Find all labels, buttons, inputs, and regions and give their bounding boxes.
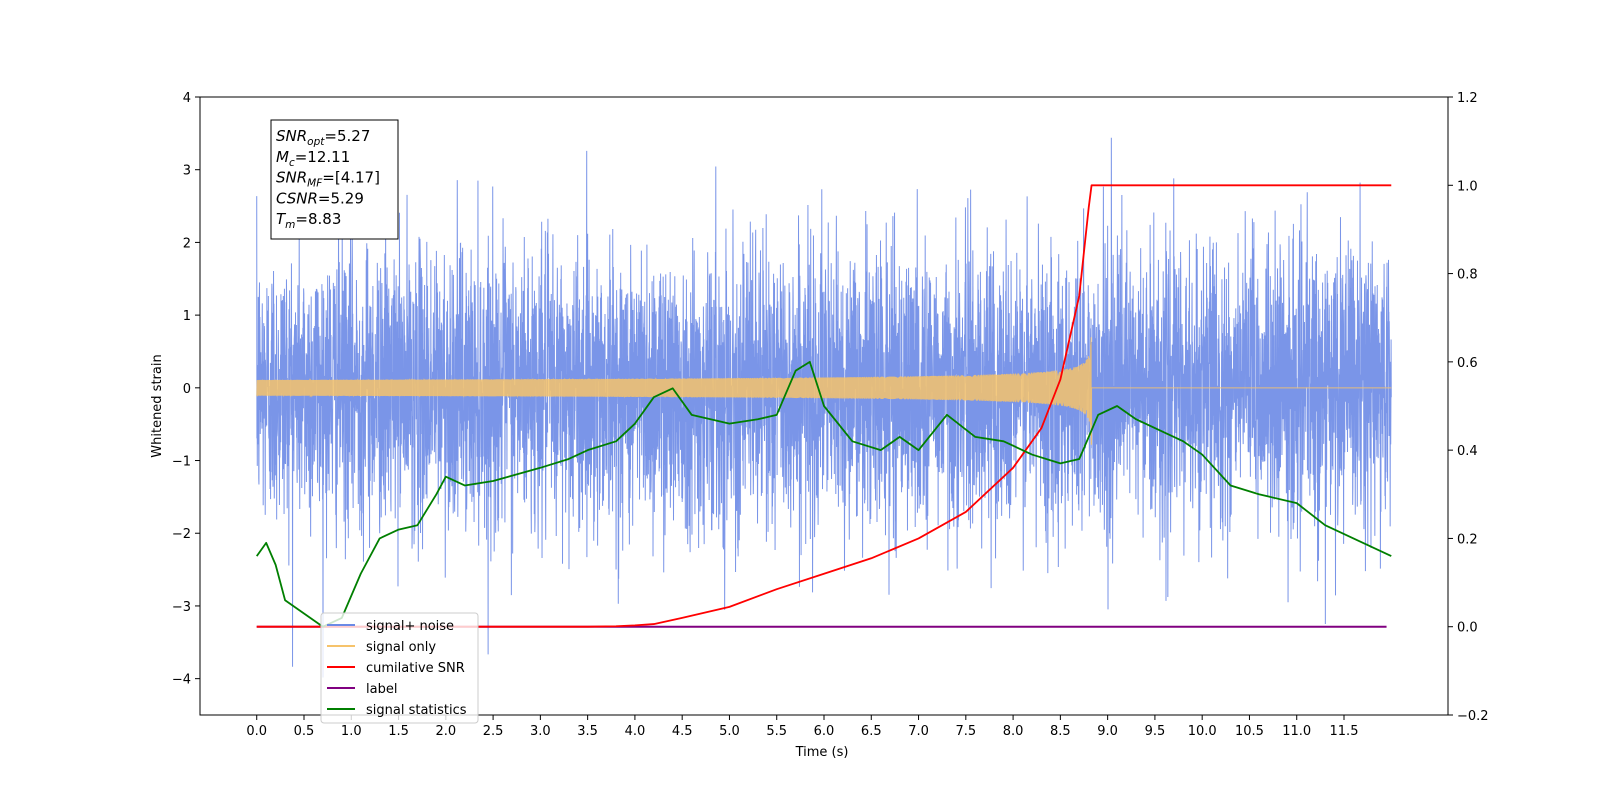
series-cumulative-snr xyxy=(256,184,1392,628)
y-axis-right: 1.2 1.0 0.8 0.6 0.4 0.2 0.0 −0.2 xyxy=(1448,91,1489,724)
y2-tick-label: 0.6 xyxy=(1457,356,1478,371)
series-signal-only xyxy=(256,337,1392,445)
series-signal-noise xyxy=(256,137,1392,678)
y-tick-label: −2 xyxy=(172,527,191,542)
legend-label: label xyxy=(366,682,397,697)
y2-tick-label: 0.2 xyxy=(1457,532,1478,547)
y2-tick-label: 1.0 xyxy=(1457,179,1478,194)
info-box-frame xyxy=(270,119,399,240)
y-tick-label: 1 xyxy=(183,309,191,324)
y-tick-label: −1 xyxy=(172,455,191,470)
x-axis: 0.0 0.5 1.0 1.5 2.0 2.5 3.0 3.5 4.0 4.5 5.0 5.5 6.0 6… xyxy=(246,715,1358,739)
x-tick-label: 9.0 xyxy=(1097,724,1118,739)
x-tick-label: 0.0 xyxy=(246,724,267,739)
x-tick-label: 10.0 xyxy=(1188,724,1217,739)
legend-label: cumilative SNR xyxy=(366,661,465,676)
info-subscript: opt xyxy=(307,136,325,148)
y-tick-label: −4 xyxy=(172,673,191,688)
x-tick-label: 7.0 xyxy=(908,724,929,739)
info-subscript: c xyxy=(289,157,295,169)
info-value: =[4.17] xyxy=(322,169,380,187)
x-tick-label: 5.0 xyxy=(719,724,740,739)
x-tick-label: 9.5 xyxy=(1145,724,1166,739)
info-box-line: Tm=8.83 xyxy=(276,210,341,231)
info-value: =8.83 xyxy=(295,210,341,228)
x-tick-label: 7.5 xyxy=(955,724,976,739)
y2-tick-label: 1.2 xyxy=(1457,91,1478,106)
x-tick-label: 5.5 xyxy=(766,724,787,739)
legend-label: signal only xyxy=(366,640,436,655)
x-tick-label: 0.5 xyxy=(294,724,315,739)
x-tick-label: 3.0 xyxy=(530,724,551,739)
info-symbol: T xyxy=(276,210,287,228)
info-box-line: SNRopt=5.27 xyxy=(276,127,370,148)
x-tick-label: 3.5 xyxy=(577,724,598,739)
x-tick-label: 11.5 xyxy=(1330,724,1359,739)
y2-tick-label: 0.8 xyxy=(1457,268,1478,283)
x-tick-label: 6.0 xyxy=(814,724,835,739)
x-tick-label: 8.5 xyxy=(1050,724,1071,739)
x-tick-label: 11.0 xyxy=(1282,724,1311,739)
info-value: =5.27 xyxy=(324,127,370,145)
x-axis-label: Time (s) xyxy=(795,745,849,760)
x-tick-label: 1.5 xyxy=(388,724,409,739)
x-tick-label: 8.0 xyxy=(1003,724,1024,739)
y-tick-label: 4 xyxy=(183,91,191,106)
info-symbol: SNR xyxy=(276,127,307,145)
y-axis-left: 4 3 2 1 0 −1 −2 −3 −4 xyxy=(172,91,200,688)
series-signal-statistics xyxy=(255,360,1392,628)
y-axis-label: Whitened strain xyxy=(150,354,165,457)
x-tick-label: 10.5 xyxy=(1235,724,1264,739)
y2-tick-label: 0.0 xyxy=(1457,621,1478,636)
x-tick-label: 6.5 xyxy=(861,724,882,739)
legend-frame xyxy=(320,612,479,724)
info-box-line: Mc=12.11 xyxy=(276,148,350,169)
legend-label: signal statistics xyxy=(366,703,467,718)
x-tick-label: 2.5 xyxy=(483,724,504,739)
info-box-line: SNRMF=[4.17] xyxy=(276,169,380,190)
x-tick-label: 2.0 xyxy=(435,724,456,739)
info-value: =12.11 xyxy=(295,148,351,166)
x-tick-label: 4.5 xyxy=(672,724,693,739)
y2-tick-label: −0.2 xyxy=(1457,709,1489,724)
info-symbol: CSNR xyxy=(276,189,318,207)
info-symbol: M xyxy=(276,148,289,166)
y-tick-label: 0 xyxy=(183,382,191,397)
x-tick-label: 4.0 xyxy=(625,724,646,739)
info-subscript: MF xyxy=(307,178,323,190)
y-tick-label: −3 xyxy=(172,600,191,615)
info-box: SNRopt=5.27Mc=12.11SNRMF=[4.17]CSNR=5.29… xyxy=(270,119,399,240)
y2-tick-label: 0.4 xyxy=(1457,444,1478,459)
info-box-line: CSNR=5.29 xyxy=(276,189,364,207)
y-tick-label: 3 xyxy=(183,164,191,179)
x-tick-label: 1.0 xyxy=(341,724,362,739)
legend-label: signal+ noise xyxy=(366,619,454,634)
legend: signal+ noise signal only cumilative SNR la… xyxy=(320,612,479,724)
info-subscript: m xyxy=(285,219,295,231)
info-value: =5.29 xyxy=(318,189,364,207)
info-symbol: SNR xyxy=(276,169,307,187)
y-tick-label: 2 xyxy=(183,236,191,251)
